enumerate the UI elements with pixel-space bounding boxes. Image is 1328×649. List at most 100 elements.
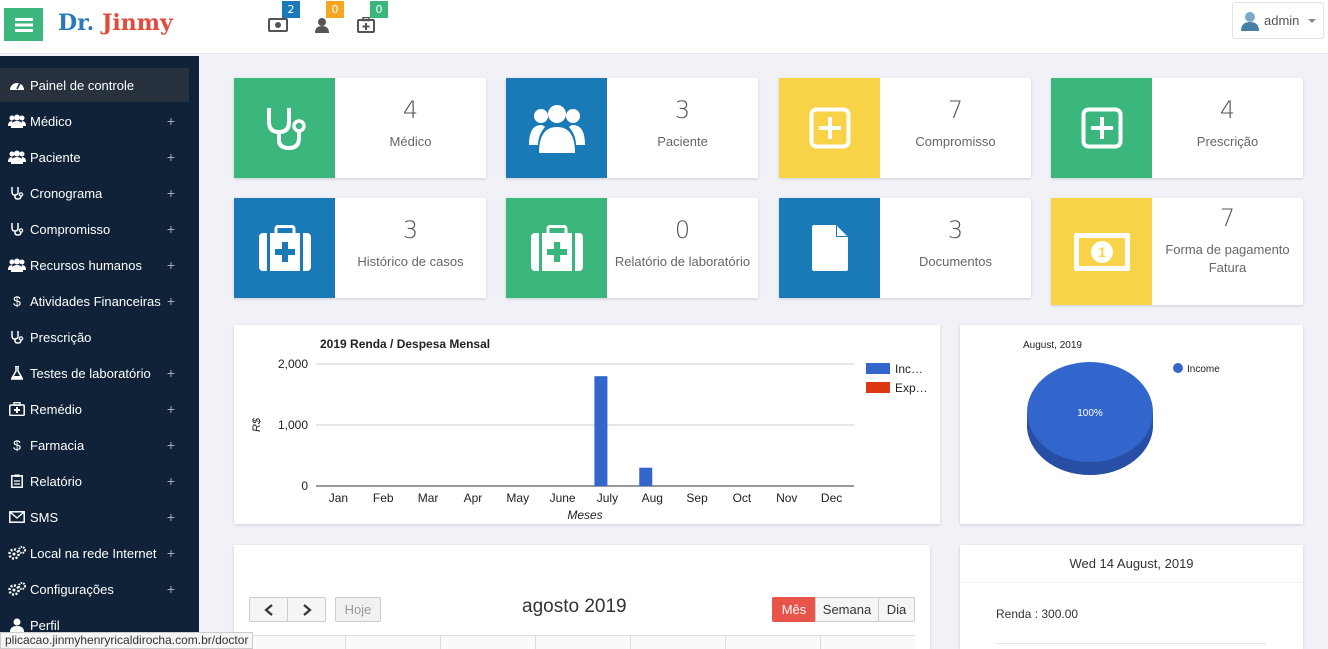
plus-square-icon bbox=[809, 107, 850, 149]
calendar-view-week[interactable]: Semana bbox=[815, 597, 879, 622]
sidebar-item-label: Cronograma bbox=[30, 185, 103, 201]
chart-title: 2019 Renda / Despesa Mensal bbox=[320, 337, 490, 351]
legend-swatch bbox=[866, 382, 890, 393]
stat-value: 7 bbox=[947, 96, 964, 124]
medkit-icon bbox=[9, 402, 25, 416]
stat-card-compromisso[interactable]: 7 Compromisso bbox=[779, 78, 1031, 178]
sidebar-item-atividades-financeiras[interactable]: $ Atividades Financeiras + bbox=[0, 284, 189, 318]
legend-label: Exp… bbox=[895, 381, 928, 395]
x-tick-label: Dec bbox=[821, 491, 842, 505]
y-tick-label: 2,000 bbox=[278, 357, 308, 371]
sidebar-item-farmacia[interactable]: $ Farmacia + bbox=[0, 428, 189, 462]
stat-card-prescricao[interactable]: 4 Prescrição bbox=[1051, 78, 1303, 178]
legend-swatch bbox=[1173, 363, 1183, 373]
user-menu[interactable]: admin bbox=[1232, 2, 1324, 39]
brand-logo[interactable]: Dr. Jinmy bbox=[58, 10, 173, 36]
stat-card-paciente[interactable]: 3 Paciente bbox=[506, 78, 758, 178]
stat-card-historico-casos[interactable]: 3 Histórico de casos bbox=[234, 198, 486, 298]
expand-icon: + bbox=[166, 221, 175, 237]
bar-inc bbox=[594, 376, 608, 486]
sidebar-item-label: Configurações bbox=[30, 581, 114, 597]
stat-value: 3 bbox=[947, 216, 964, 244]
legend-swatch bbox=[866, 363, 890, 374]
stat-label: Forma de pagamento Fatura bbox=[1165, 242, 1290, 275]
x-tick-label: July bbox=[597, 491, 618, 505]
sidebar-item-compromisso[interactable]: Compromisso + bbox=[0, 212, 189, 246]
stat-icon-box bbox=[506, 78, 607, 178]
money-icon bbox=[268, 18, 288, 32]
clipboard-icon bbox=[11, 474, 23, 488]
stat-card-documentos[interactable]: 3 Documentos bbox=[779, 198, 1031, 298]
user-avatar-icon bbox=[1241, 11, 1259, 31]
stat-icon-box bbox=[234, 198, 335, 298]
sidebar-item-label: Remédio bbox=[30, 401, 83, 417]
expand-icon: + bbox=[166, 401, 175, 417]
calendar-prev-button[interactable] bbox=[249, 597, 288, 622]
calendar-view-day[interactable]: Dia bbox=[878, 597, 915, 622]
sidebar-item-remedio[interactable]: Remédio + bbox=[0, 392, 189, 426]
sidebar-item-relatorio[interactable]: Relatório + bbox=[0, 464, 189, 498]
sidebar-item-prescricao[interactable]: Prescrição bbox=[0, 320, 189, 354]
payments-notification[interactable]: 2 bbox=[264, 1, 300, 38]
chevron-right-icon bbox=[302, 603, 312, 616]
x-tick-label: Feb bbox=[373, 491, 394, 505]
sidebar-item-cronograma[interactable]: Cronograma + bbox=[0, 176, 189, 210]
stat-label: Histórico de casos bbox=[357, 254, 464, 269]
cogs-icon bbox=[8, 546, 26, 560]
medkit-icon bbox=[258, 225, 311, 271]
plus-square-icon bbox=[1081, 107, 1122, 149]
calendar-view-month[interactable]: Mês bbox=[772, 597, 816, 622]
sidebar-item-label: Local na rede Internet bbox=[30, 545, 157, 561]
chevron-left-icon bbox=[263, 603, 273, 616]
expand-icon: + bbox=[166, 149, 175, 165]
calendar-today-button[interactable]: Hoje bbox=[335, 597, 381, 622]
sidebar-item-perfil[interactable]: Perfil bbox=[0, 608, 189, 642]
x-tick-label: June bbox=[550, 491, 576, 505]
bar-inc bbox=[639, 467, 653, 486]
cogs-icon bbox=[8, 582, 26, 596]
stat-value: 4 bbox=[1219, 96, 1236, 124]
sidebar-item-label: Recursos humanos bbox=[30, 257, 142, 273]
stat-card-medico[interactable]: 4 Médico bbox=[234, 78, 486, 178]
medkit-icon bbox=[530, 225, 583, 271]
sidebar-item-label: Painel de controle bbox=[30, 77, 135, 93]
users-icon bbox=[8, 114, 26, 128]
stat-card-forma-pagamento[interactable]: 1 7 Forma de pagamento Fatura bbox=[1051, 198, 1303, 305]
x-tick-label: Mar bbox=[418, 491, 439, 505]
x-tick-label: May bbox=[506, 491, 529, 505]
stat-card-relatorio-laboratorio[interactable]: 0 Relatório de laboratório bbox=[506, 198, 758, 298]
sidebar-item-paciente[interactable]: Paciente + bbox=[0, 140, 189, 174]
stat-label: Médico bbox=[389, 134, 432, 149]
chevron-down-icon bbox=[1308, 18, 1317, 23]
stat-label: Documentos bbox=[919, 254, 992, 269]
legend-label: Inc… bbox=[895, 362, 923, 376]
medkit-notification[interactable]: 0 bbox=[352, 1, 388, 38]
sidebar-item-website[interactable]: Local na rede Internet + bbox=[0, 536, 189, 570]
income-expense-bar-chart: 2019 Renda / Despesa Mensal 0 1,000 2,000 R$… bbox=[251, 337, 928, 522]
money-icon: 1 bbox=[1073, 232, 1130, 271]
stat-value: 4 bbox=[402, 96, 419, 124]
menu-toggle-button[interactable] bbox=[4, 8, 43, 41]
expand-icon: + bbox=[166, 185, 175, 201]
user-name: admin bbox=[1264, 13, 1300, 28]
chart-title: August, 2019 bbox=[1023, 340, 1082, 351]
sidebar-item-label: Relatório bbox=[30, 473, 83, 489]
sidebar-item-sms[interactable]: SMS + bbox=[0, 500, 189, 534]
sidebar-item-label: SMS bbox=[30, 509, 59, 525]
pie-slice-income bbox=[1027, 362, 1153, 462]
stat-value: 3 bbox=[402, 216, 419, 244]
daily-summary-panel: Wed 14 August, 2019 Renda : 300.00 bbox=[960, 545, 1303, 649]
patients-notification[interactable]: 0 bbox=[308, 1, 344, 38]
x-tick-label: Nov bbox=[776, 491, 797, 505]
sidebar-item-recursos-humanos[interactable]: Recursos humanos + bbox=[0, 248, 189, 282]
expand-icon: + bbox=[166, 581, 175, 597]
sidebar-item-configuracoes[interactable]: Configurações + bbox=[0, 572, 189, 606]
summary-income: Renda : 300.00 bbox=[996, 607, 1079, 621]
sidebar-item-medico[interactable]: Médico + bbox=[0, 104, 189, 138]
stat-icon-box bbox=[506, 198, 607, 298]
calendar-next-button[interactable] bbox=[287, 597, 326, 622]
sidebar-item-testes-laboratorio[interactable]: Testes de laboratório + bbox=[0, 356, 189, 390]
stat-value: 3 bbox=[674, 96, 691, 124]
brand-second: Jinmy bbox=[101, 10, 173, 36]
sidebar-item-dashboard[interactable]: Painel de controle bbox=[0, 68, 189, 102]
